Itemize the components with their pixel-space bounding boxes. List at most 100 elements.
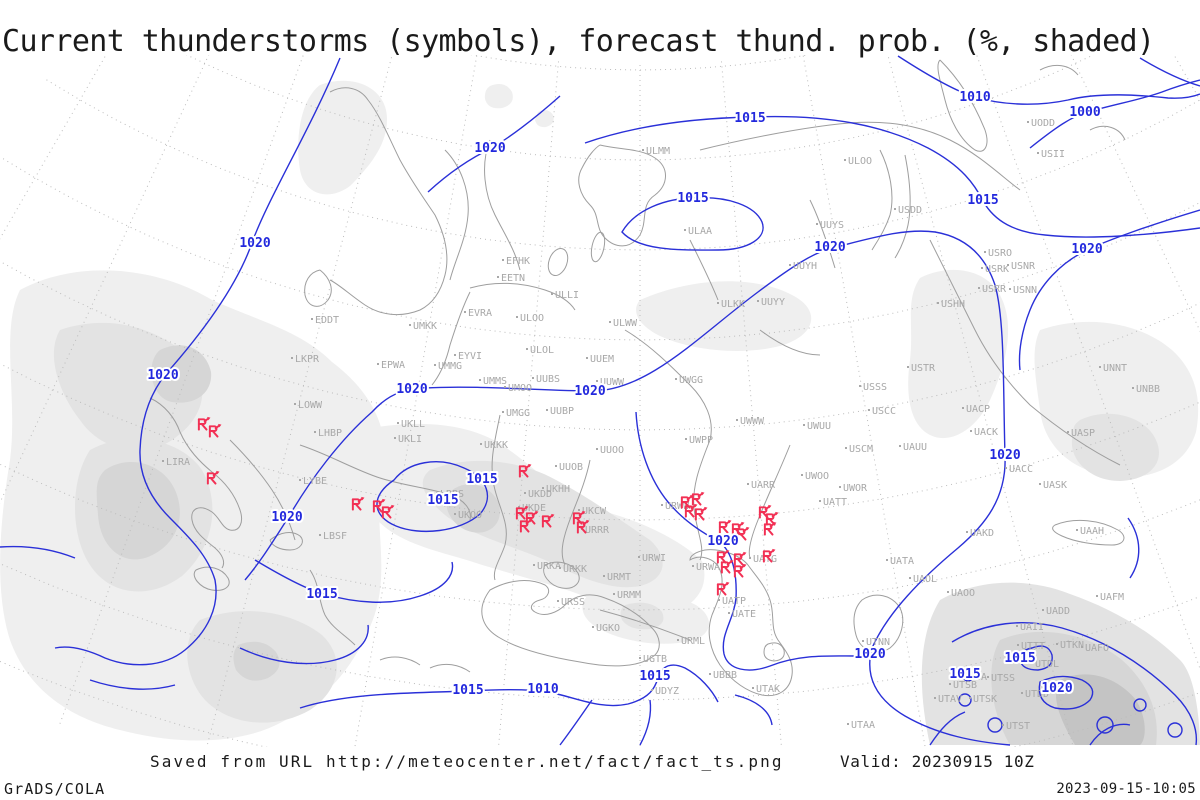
station-id: USDD — [898, 205, 922, 216]
station-dot — [959, 675, 961, 677]
station-id: UATT — [823, 497, 847, 508]
station-id: UAII — [1020, 622, 1044, 633]
station-dot — [516, 316, 518, 318]
station-id: UKHH — [546, 484, 570, 495]
station-dot — [526, 348, 528, 350]
isobar-value-label: 1015 — [466, 472, 497, 487]
thunderstorm-symbol-icon — [763, 520, 778, 536]
station-id: LRBS — [440, 489, 464, 500]
isobar-value-label: 1015 — [677, 191, 708, 206]
isobar-value-label: 1015 — [306, 587, 337, 602]
station-id: USCM — [849, 444, 873, 455]
station-dot — [847, 723, 849, 725]
isobar-value-label: 1020 — [1041, 681, 1072, 696]
station-dot — [1096, 595, 1098, 597]
station-id: UWUU — [807, 421, 831, 432]
station-id: UODD — [1031, 118, 1055, 129]
station-dot — [899, 445, 901, 447]
station-id: EETN — [501, 273, 525, 284]
station-dot — [962, 407, 964, 409]
isobar-value-label: 1020 — [474, 141, 505, 156]
station-id: UKKK — [484, 440, 508, 451]
station-dot — [314, 431, 316, 433]
station-id: UMMG — [438, 361, 462, 372]
station-dot — [409, 324, 411, 326]
station-id: UMKK — [413, 321, 437, 332]
station-dot — [844, 159, 846, 161]
isobar-value-label: 1010 — [527, 682, 558, 697]
station-id: UGTB — [643, 654, 667, 665]
station-dot — [709, 673, 711, 675]
thunderstorm-symbol-icon — [733, 562, 748, 578]
isobar-value-label: 1020 — [814, 240, 845, 255]
isobar-value-label: 1015 — [452, 683, 483, 698]
station-id: URMM — [617, 590, 641, 601]
station-dot — [978, 287, 980, 289]
station-dot — [845, 447, 847, 449]
station-dot — [886, 559, 888, 561]
station-id: UTAA — [851, 720, 875, 731]
station-id: URWW — [665, 501, 690, 512]
station-dot — [1021, 692, 1023, 694]
station-id: LHBP — [318, 428, 342, 439]
station-id: UAOL — [913, 574, 937, 585]
station-dot — [642, 149, 644, 151]
station-id: UNNT — [1103, 363, 1127, 374]
station-dot — [436, 492, 438, 494]
isobar-value-label: 1000 — [1069, 105, 1100, 120]
station-dot — [596, 448, 598, 450]
station-id: ULLI — [555, 290, 579, 301]
station-dot — [984, 251, 986, 253]
station-dot — [551, 293, 553, 295]
station-id: UTDL — [1035, 659, 1059, 670]
station-dot — [394, 437, 396, 439]
station-id: UMGG — [506, 408, 530, 419]
station-id: UAKD — [970, 528, 994, 539]
isobar-value-label: 1020 — [239, 236, 270, 251]
station-id: UTKN — [1060, 640, 1084, 651]
station-id: EPWA — [381, 360, 405, 371]
station-id: LIRA — [166, 457, 190, 468]
station-id: ULAA — [688, 226, 712, 237]
station-id: UASK — [1043, 480, 1067, 491]
station-id: UBBB — [713, 670, 737, 681]
isobar-value-label: 1020 — [271, 510, 302, 525]
station-id: UACK — [974, 427, 998, 438]
station-dot — [504, 386, 506, 388]
isobar-value-label: 1020 — [989, 448, 1020, 463]
station-dot — [603, 575, 605, 577]
station-id: UUOO — [600, 445, 624, 456]
station-dot — [502, 259, 504, 261]
isobar-value-label: 1020 — [574, 384, 605, 399]
station-id: ULKK — [721, 299, 745, 310]
station-dot — [969, 697, 971, 699]
station-id: UTSK — [973, 694, 997, 705]
thunderstorm-symbol-icon — [716, 548, 731, 564]
station-id: LBSF — [323, 531, 347, 542]
station-id: UKOO — [458, 510, 482, 521]
coastline-layer — [149, 59, 1126, 697]
station-dot — [559, 567, 561, 569]
station-dot — [1099, 366, 1101, 368]
station-id: UDYZ — [655, 686, 679, 697]
station-dot — [789, 264, 791, 266]
station-id: UTAK — [756, 684, 780, 695]
station-id: UTSS — [991, 673, 1015, 684]
station-id: ULMM — [646, 146, 670, 157]
station-id: USTR — [911, 363, 936, 374]
station-dot — [592, 626, 594, 628]
station-dot — [949, 683, 951, 685]
station-id: LYBE — [303, 476, 327, 487]
station-dot — [294, 403, 296, 405]
station-dot — [839, 486, 841, 488]
thunderstorm-symbol-icon — [691, 490, 706, 506]
station-dot — [454, 354, 456, 356]
station-id: UATE — [732, 609, 756, 620]
station-dot — [1031, 662, 1033, 664]
station-id: UWOR — [843, 483, 868, 494]
station-dot — [464, 311, 466, 313]
isobar-value-label: 1020 — [147, 368, 178, 383]
station-dot — [685, 438, 687, 440]
